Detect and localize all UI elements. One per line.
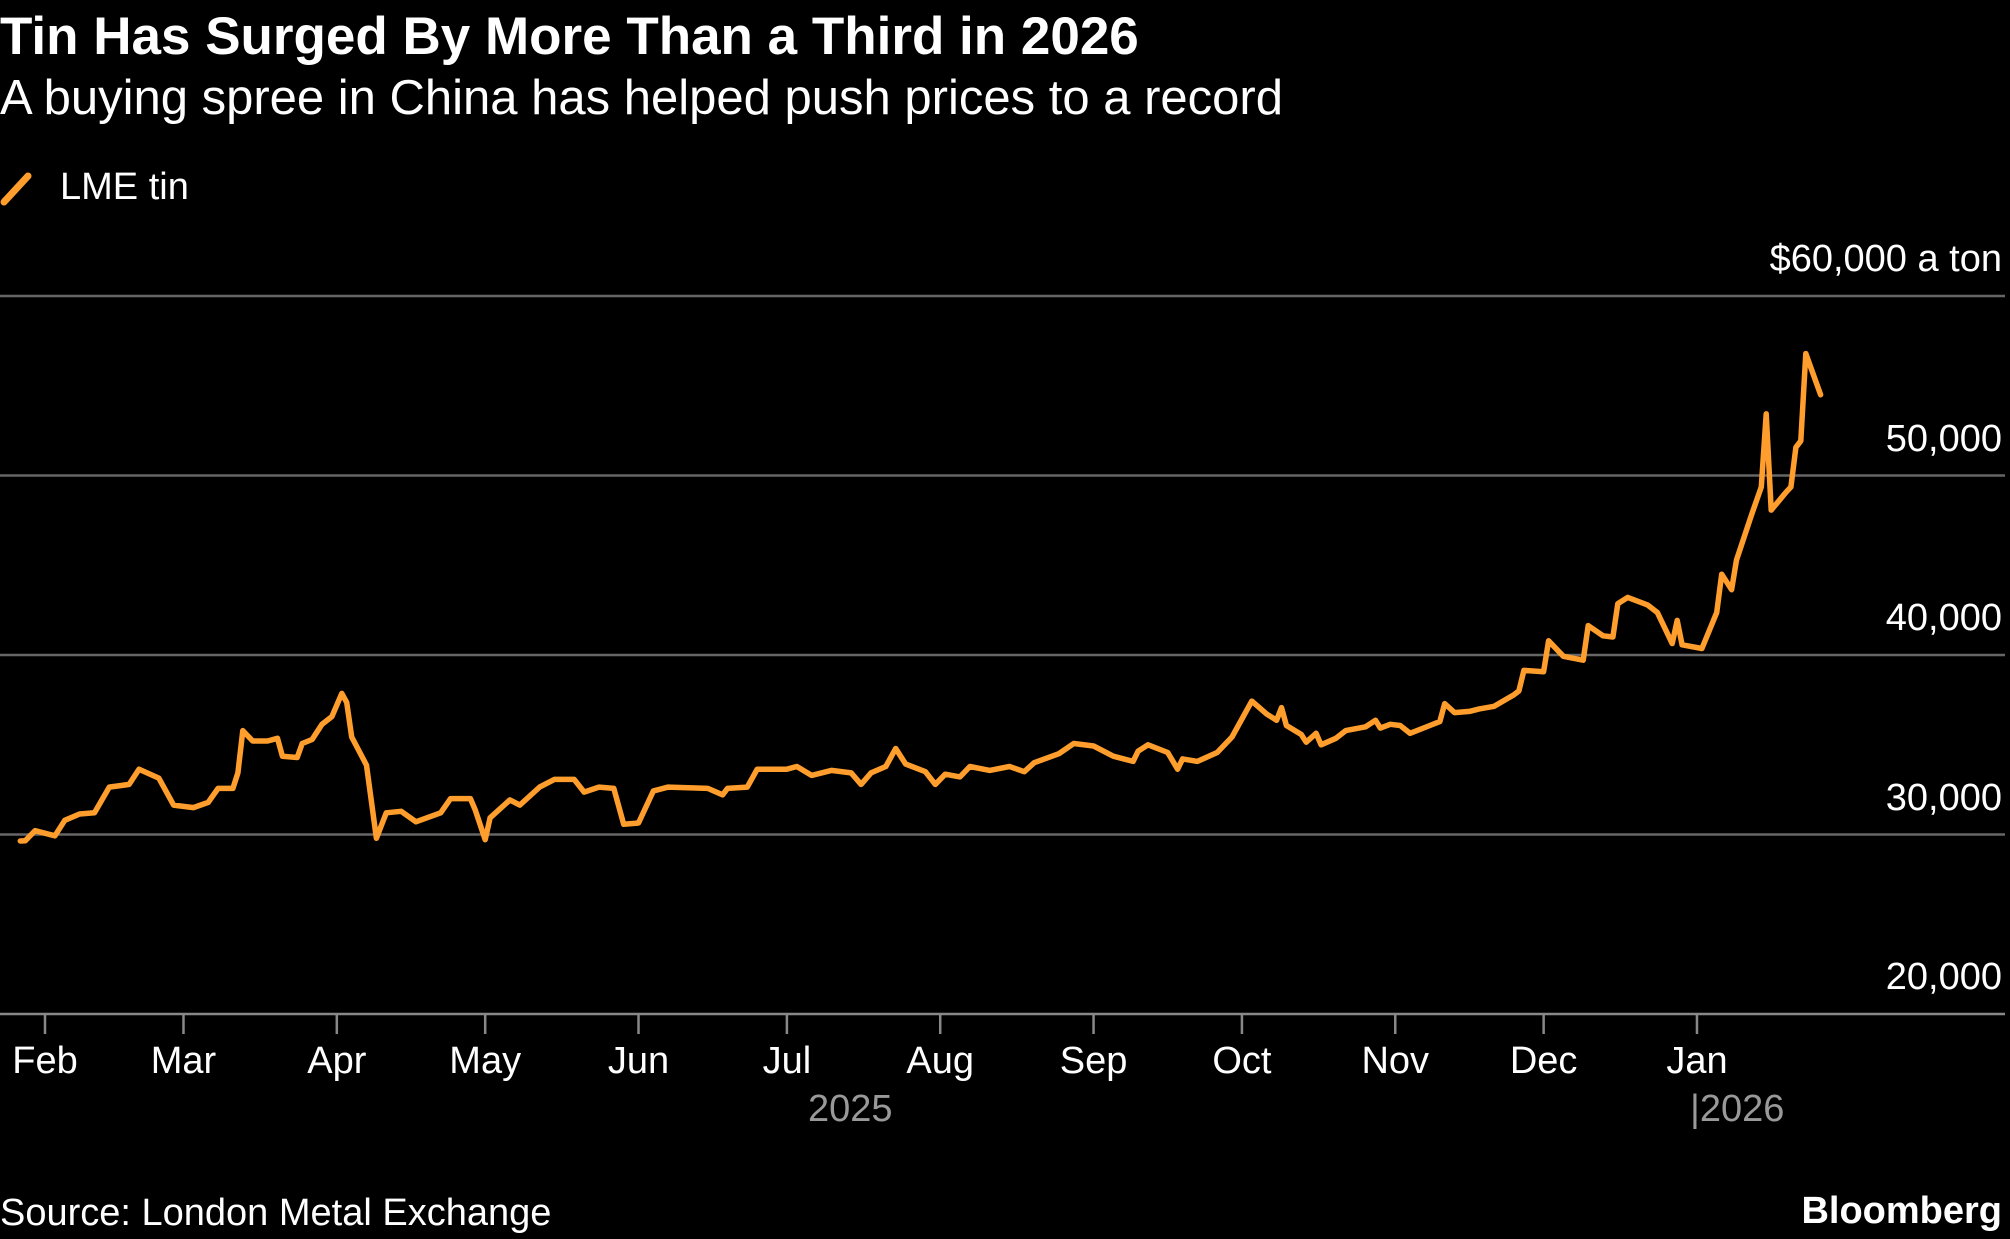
bloomberg-logo: Bloomberg bbox=[1801, 1190, 2002, 1232]
x-tick-label: Jun bbox=[607, 1040, 670, 1082]
y-tick-label: 50,000 bbox=[1885, 417, 2002, 460]
x-tick-label: Oct bbox=[1212, 1040, 1272, 1082]
x-tick-label: Dec bbox=[1509, 1040, 1578, 1082]
chart-subtitle: A buying spree in China has helped push … bbox=[0, 71, 1283, 125]
source-note: Source: London Metal Exchange bbox=[0, 1192, 552, 1234]
x-tick-label: Nov bbox=[1361, 1040, 1430, 1082]
legend-label: LME tin bbox=[60, 166, 189, 208]
x-tick-label: Mar bbox=[150, 1040, 217, 1082]
x-tick-label: Jul bbox=[762, 1040, 812, 1082]
year-label-2025: 2025 bbox=[808, 1088, 893, 1130]
y-axis-unit-label: $60,000 a ton bbox=[1769, 238, 2002, 280]
legend: LME tin bbox=[0, 166, 189, 209]
x-tick-label: Jan bbox=[1666, 1040, 1728, 1082]
x-tick-label: Sep bbox=[1059, 1040, 1128, 1082]
x-tick-label: Feb bbox=[12, 1040, 78, 1082]
x-tick-label: Apr bbox=[307, 1040, 367, 1082]
y-tick-label: 30,000 bbox=[1885, 776, 2002, 819]
legend-swatch-icon bbox=[0, 172, 32, 205]
x-tick-label: Aug bbox=[906, 1040, 975, 1082]
x-tick-label: May bbox=[449, 1040, 522, 1082]
y-tick-label: 40,000 bbox=[1885, 597, 2002, 639]
y-tick-label: 20,000 bbox=[1885, 956, 2002, 998]
year-label-2026: |2026 bbox=[1690, 1088, 1785, 1130]
series-line-lme-tin bbox=[17, 350, 1824, 844]
chart-title: Tin Has Surged By More Than a Third in 2… bbox=[0, 7, 1139, 66]
